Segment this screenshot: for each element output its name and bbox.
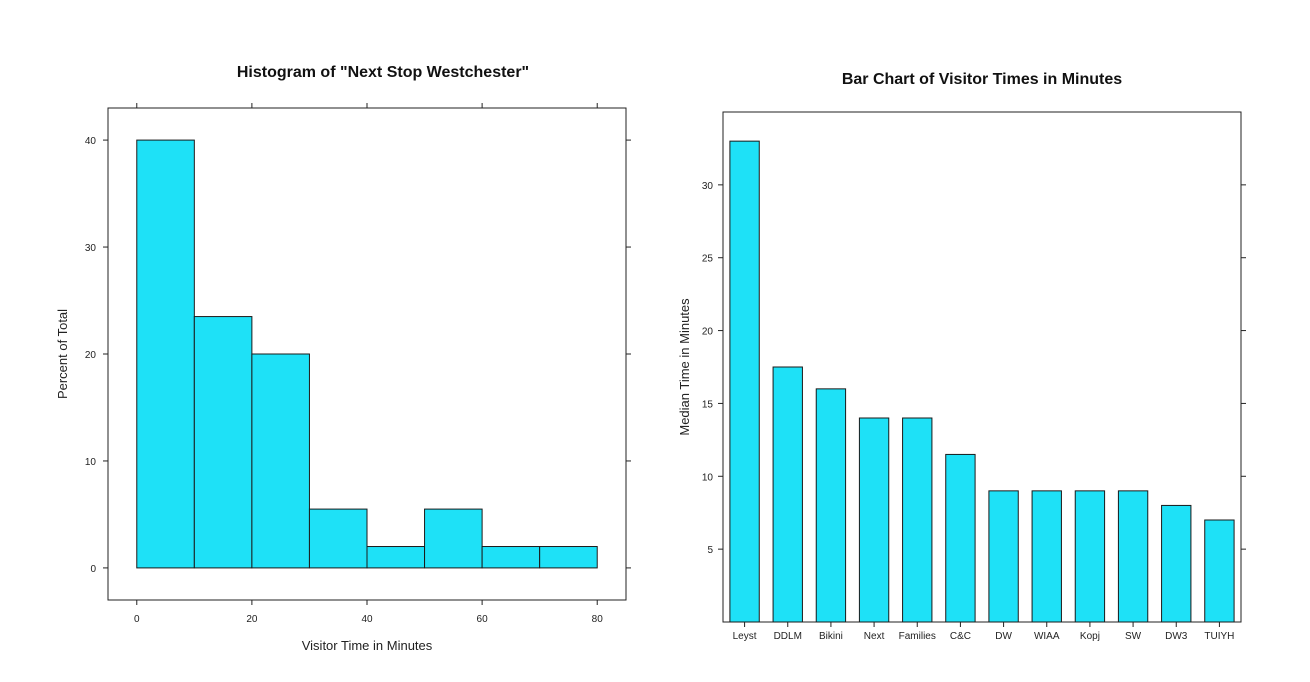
bar-chart-bars bbox=[729, 140, 1235, 623]
bar-chart-bar bbox=[858, 417, 890, 623]
histogram-bar bbox=[539, 546, 598, 569]
histogram-bar bbox=[136, 139, 195, 569]
bar-chart-bar bbox=[945, 453, 976, 623]
bar-chart-category-label: SW bbox=[1125, 631, 1142, 642]
histogram-y-tick-label: 20 bbox=[85, 350, 97, 361]
bar-chart-bar bbox=[902, 417, 933, 623]
histogram-ticks: 0 20 40 60 80 0 10 20 30 40 bbox=[85, 103, 631, 625]
histogram-bar bbox=[251, 353, 310, 569]
bar-chart-y-tick-label: 5 bbox=[707, 545, 713, 556]
bar-chart-bar bbox=[1031, 490, 1062, 623]
bar-chart-category-label: WIAA bbox=[1034, 631, 1060, 642]
bar-chart-category-label: DW3 bbox=[1165, 631, 1188, 642]
histogram-y-axis-label: Percent of Total bbox=[55, 309, 70, 399]
histogram-x-tick-label: 80 bbox=[592, 614, 604, 625]
histogram-bar bbox=[481, 546, 541, 569]
bar-chart: Bar Chart of Visitor Times in Minutes Me… bbox=[677, 71, 1246, 642]
histogram-bar bbox=[193, 316, 253, 569]
bar-chart-y-axis-label: Median Time in Minutes bbox=[677, 298, 692, 436]
bar-chart-category-label: Next bbox=[864, 631, 885, 642]
bar-chart-bar bbox=[1074, 490, 1106, 623]
histogram-y-tick-label: 10 bbox=[85, 457, 97, 468]
bar-chart-category-label: Families bbox=[899, 631, 936, 642]
bar-chart-bar bbox=[988, 490, 1019, 623]
bar-chart-category-label: DDLM bbox=[774, 631, 802, 642]
bar-chart-bar bbox=[1117, 490, 1149, 623]
histogram-bars bbox=[136, 139, 598, 569]
bar-chart-y-tick-label: 15 bbox=[702, 399, 714, 410]
bar-chart-bar bbox=[729, 140, 760, 623]
bar-chart-ticks: Leyst DDLM Bikini Next Families C&C DW WIAA Kopj… bbox=[702, 181, 1246, 642]
bar-chart-category-label: TUIYH bbox=[1204, 631, 1234, 642]
bar-chart-frame bbox=[722, 111, 1242, 623]
histogram-x-axis-label: Visitor Time in Minutes bbox=[302, 638, 433, 653]
bar-chart-bar bbox=[772, 366, 803, 623]
bar-chart-bar bbox=[815, 388, 847, 623]
histogram-x-tick-label: 40 bbox=[361, 614, 373, 625]
histogram-y-tick-label: 30 bbox=[85, 243, 97, 254]
histogram-title: Histogram of "Next Stop Westchester" bbox=[237, 64, 529, 81]
histogram-x-tick-label: 0 bbox=[134, 614, 140, 625]
bar-chart-y-tick-label: 30 bbox=[702, 181, 714, 192]
bar-chart-category-label: Kopj bbox=[1080, 631, 1100, 642]
bar-chart-y-tick-label: 25 bbox=[702, 254, 714, 265]
histogram-y-tick-label: 0 bbox=[90, 564, 96, 575]
bar-chart-title: Bar Chart of Visitor Times in Minutes bbox=[842, 71, 1122, 88]
bar-chart-y-tick-label: 20 bbox=[702, 327, 714, 338]
bar-chart-bar bbox=[1204, 519, 1235, 623]
bar-chart-category-label: C&C bbox=[950, 631, 971, 642]
histogram-bar bbox=[424, 508, 483, 569]
histogram-y-tick-label: 40 bbox=[85, 136, 97, 147]
bar-chart-bar bbox=[1161, 504, 1192, 623]
bar-chart-category-label: Bikini bbox=[819, 631, 843, 642]
histogram-chart: Histogram of "Next Stop Westchester" Vis… bbox=[55, 64, 631, 653]
histogram-bar bbox=[366, 546, 426, 569]
histogram-bar bbox=[308, 508, 368, 569]
bar-chart-category-label: DW bbox=[995, 631, 1012, 642]
histogram-x-tick-label: 60 bbox=[477, 614, 489, 625]
histogram-x-tick-label: 20 bbox=[246, 614, 258, 625]
bar-chart-category-label: Leyst bbox=[733, 631, 757, 642]
bar-chart-y-tick-label: 10 bbox=[702, 472, 714, 483]
